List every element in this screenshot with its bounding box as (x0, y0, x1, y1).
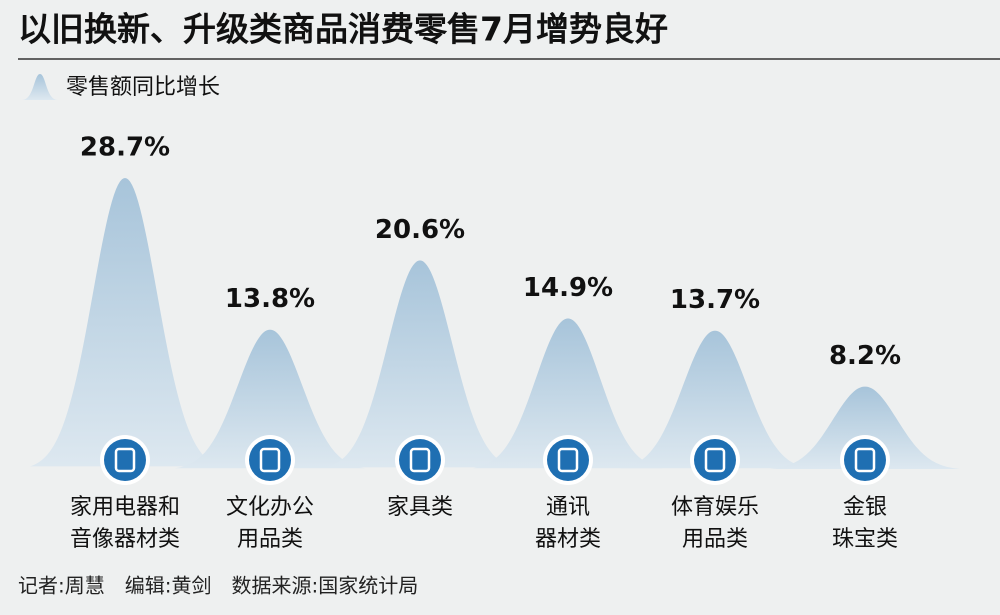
category-label: 家用电器和 (70, 495, 180, 520)
icon-glyph (259, 447, 281, 473)
category-label: 金银 (843, 495, 887, 520)
category-label: 文化办公 (226, 495, 314, 520)
category-label: 通讯 (546, 495, 590, 520)
value-label: 28.7% (80, 133, 170, 163)
icon-glyph (409, 447, 431, 473)
bell (325, 260, 515, 468)
value-label: 13.8% (225, 284, 315, 314)
value-label: 20.6% (375, 215, 465, 245)
icon-glyph (704, 447, 726, 473)
category-label: 用品类 (682, 527, 748, 552)
bell (30, 178, 220, 467)
icon (844, 439, 886, 481)
icon (547, 439, 589, 481)
icon-glyph (114, 447, 136, 473)
icon-glyph (854, 447, 876, 473)
icon (249, 439, 291, 481)
icon (694, 439, 736, 481)
bell (473, 318, 663, 469)
icon (104, 439, 146, 481)
value-label: 14.9% (523, 273, 613, 303)
footer: 记者:周慧 编辑:黄剑 数据来源:国家统计局 (18, 574, 418, 598)
category-label: 音像器材类 (70, 527, 180, 552)
category-label: 体育娱乐 (671, 495, 759, 520)
bell (175, 329, 365, 469)
category-label: 珠宝类 (832, 527, 898, 552)
icon-glyph (557, 447, 579, 473)
value-label: 13.7% (670, 285, 760, 315)
bell (770, 386, 960, 469)
legend-swatch (22, 74, 58, 100)
bell (620, 330, 810, 469)
category-label: 器材类 (535, 527, 601, 552)
legend-label: 零售额同比增长 (66, 75, 220, 100)
chart-title: 以旧换新、升级类商品消费零售7月增势良好 (18, 10, 668, 49)
value-label: 8.2% (829, 341, 901, 371)
category-label: 家具类 (387, 495, 453, 520)
icon (399, 439, 441, 481)
category-label: 用品类 (237, 527, 303, 552)
